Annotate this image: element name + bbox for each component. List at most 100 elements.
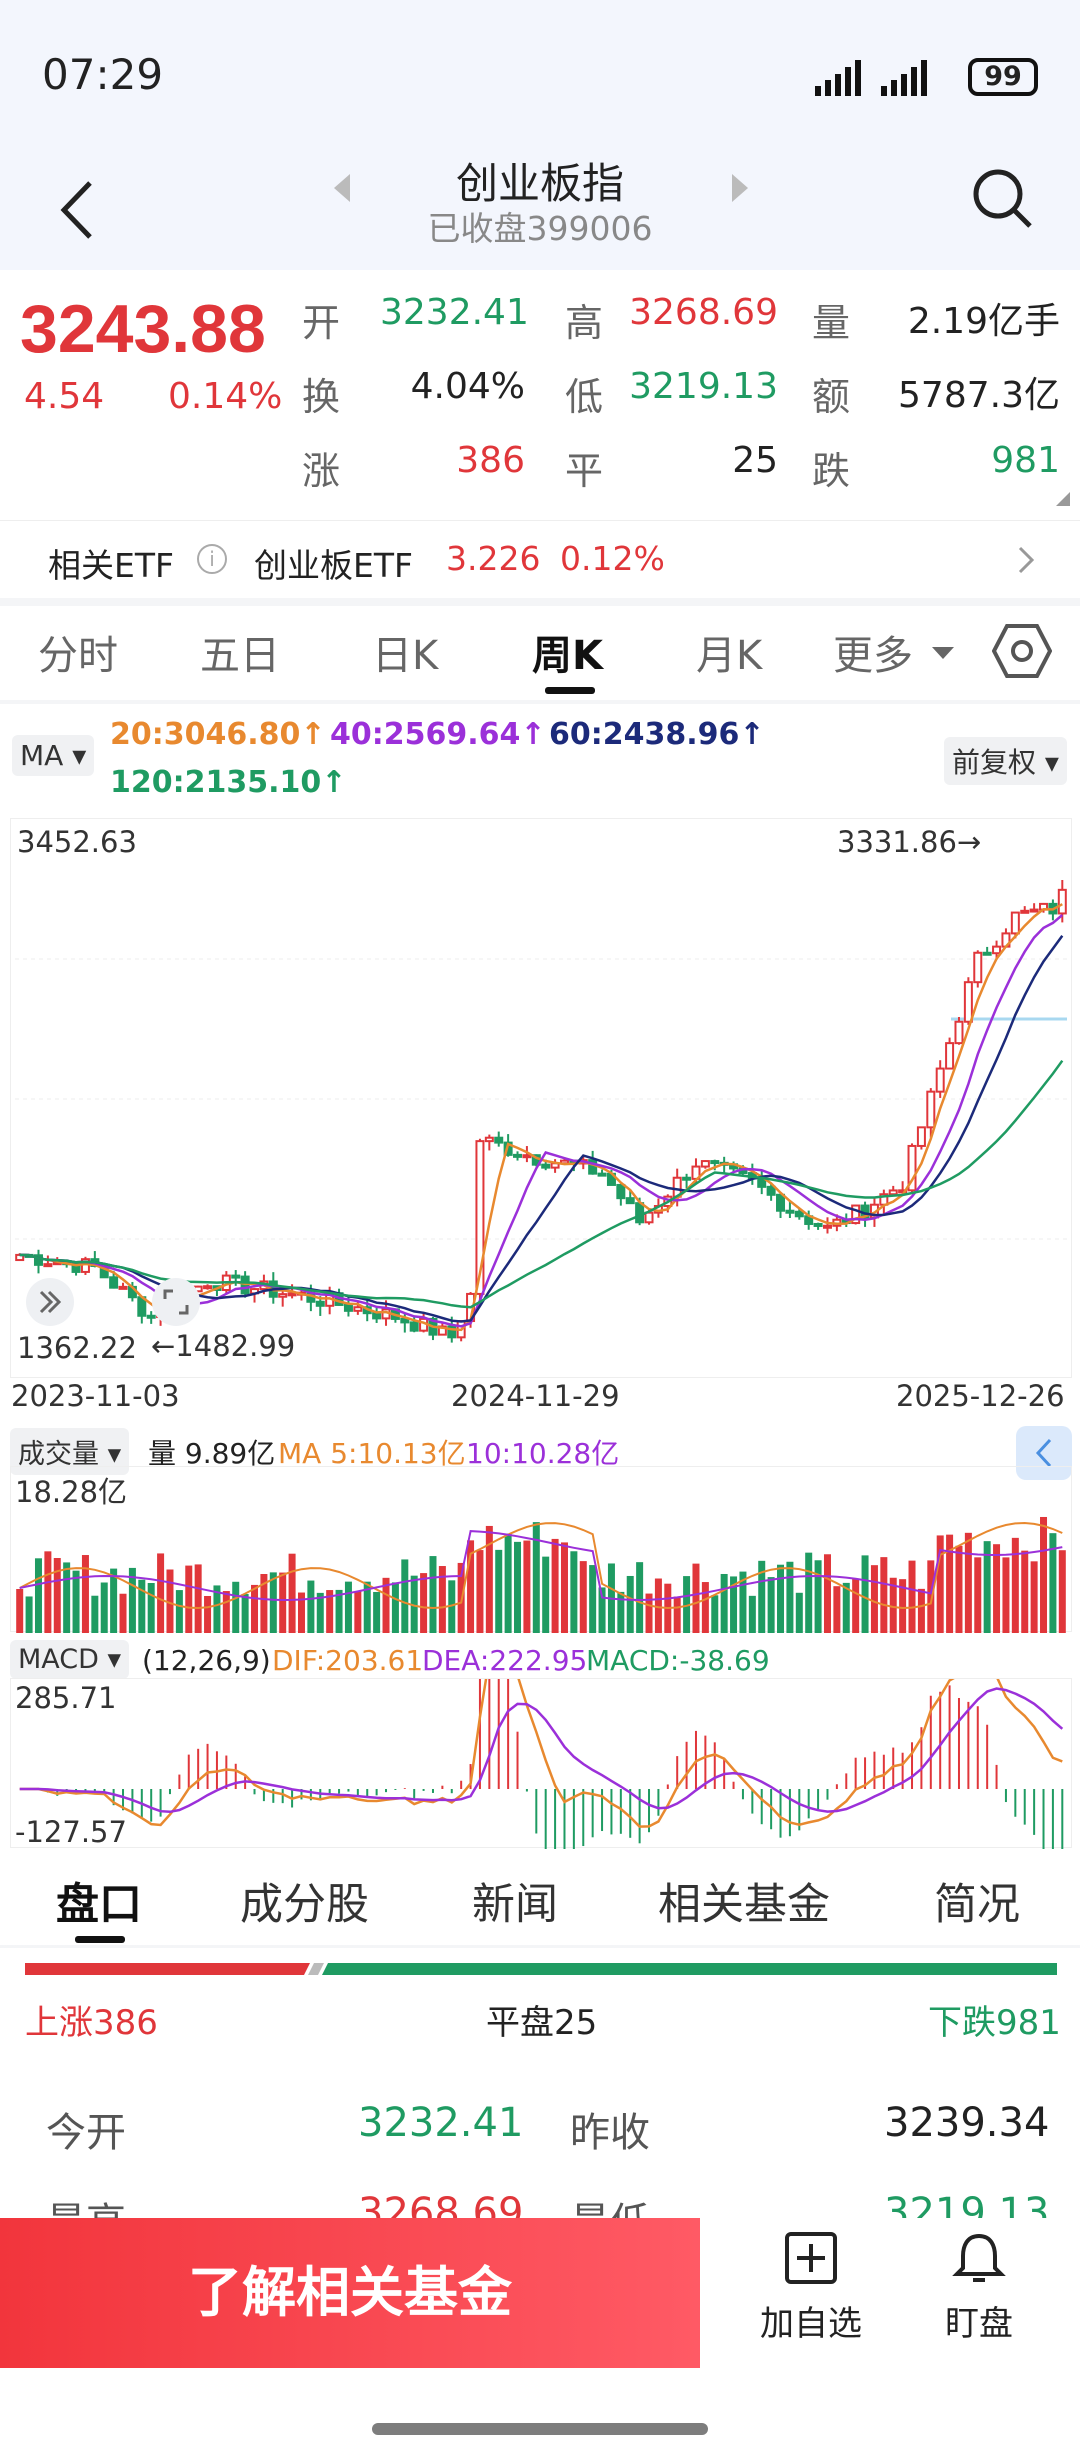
candle: [475, 1140, 485, 1295]
open-value: 3232.41: [380, 292, 529, 333]
candle: [541, 1163, 551, 1169]
macd-select-label: MACD: [18, 1644, 99, 1675]
volume-bar: [251, 1584, 259, 1633]
prev-arrow-icon[interactable]: [330, 172, 354, 204]
candle: [315, 1300, 325, 1307]
macd-dif: DIF:203.61: [272, 1644, 424, 1677]
expand-corner-icon[interactable]: [1056, 492, 1070, 506]
candle: [926, 1090, 936, 1129]
info-icon[interactable]: i: [196, 543, 228, 575]
quote-panel: 3243.88 4.54 0.14% 开 3232.41 高 3268.69 量…: [0, 270, 1080, 520]
volume-bar: [307, 1580, 315, 1633]
volume-bar: [701, 1582, 709, 1633]
tab-news[interactable]: 新闻: [472, 1880, 558, 1930]
volume-bar: [626, 1575, 634, 1633]
volume-bar: [889, 1577, 897, 1633]
period-tabs: 分时 五日 日K 周K 月K 更多: [0, 605, 1080, 700]
volume-bar: [147, 1583, 155, 1633]
volume-ma10-line: [19, 1530, 1063, 1602]
candle: [916, 1126, 926, 1147]
volume-bar: [222, 1591, 230, 1633]
candle: [231, 1274, 241, 1279]
volume-bar: [467, 1540, 475, 1633]
macd-dea-line: [19, 1687, 1064, 1814]
open-label: 今开: [46, 2110, 126, 2156]
candle: [776, 1193, 786, 1212]
volume-bar: [429, 1556, 437, 1633]
macd-plot: [19, 1679, 1064, 1849]
volume-bar: [551, 1538, 559, 1633]
volume-bar: [119, 1593, 127, 1633]
volume-bar: [185, 1565, 193, 1633]
add-watchlist-button[interactable]: 加自选: [746, 2230, 876, 2345]
candle: [343, 1303, 353, 1312]
clock: 07:29: [42, 50, 164, 99]
adjust-select[interactable]: 前复权 ▾: [944, 737, 1067, 785]
tab-more[interactable]: 更多: [833, 633, 913, 679]
y-min-label: 1362.22: [17, 1331, 137, 1365]
volume-bar: [645, 1593, 653, 1633]
etf-pct: 0.12%: [560, 539, 665, 578]
volume-bar: [917, 1588, 925, 1633]
tab-monthly-k[interactable]: 月K: [696, 633, 763, 679]
volume-bar: [805, 1552, 813, 1633]
candle: [963, 981, 973, 1023]
volume-select[interactable]: 成交量 ▾: [10, 1428, 130, 1475]
candle: [278, 1293, 288, 1298]
fullscreen-icon[interactable]: [151, 1277, 201, 1327]
expand-left-icon[interactable]: [25, 1277, 75, 1327]
volume-bar: [654, 1578, 662, 1633]
volume-bar: [448, 1580, 456, 1633]
ma-type-select[interactable]: MA ▾: [12, 735, 95, 776]
learn-funds-button[interactable]: 了解相关基金: [0, 2218, 700, 2368]
kline-chart[interactable]: 3452.63 1362.22 3331.86→ ←1482.99 2023-1…: [10, 818, 1072, 1413]
candle: [409, 1321, 419, 1332]
back-icon[interactable]: [50, 175, 110, 245]
volume-bar: [767, 1577, 775, 1633]
macd-select[interactable]: MACD ▾: [10, 1640, 130, 1679]
candle: [287, 1292, 297, 1297]
low-value: 3219.13: [629, 366, 778, 407]
candle: [813, 1222, 823, 1227]
volume-bar: [1058, 1550, 1066, 1633]
volume-chart[interactable]: 18.28亿: [10, 1466, 1072, 1633]
volume-ma5: MA 5:10.13亿: [278, 1437, 466, 1470]
volume-bar: [232, 1581, 240, 1633]
ma60-value: 60:2438.96↑: [549, 717, 765, 752]
tab-order-book[interactable]: 盘口: [56, 1880, 142, 1930]
ma-type-label: MA: [20, 739, 64, 772]
settings-icon[interactable]: [992, 623, 1052, 679]
next-arrow-icon[interactable]: [728, 172, 752, 204]
macd-hist: MACD:-38.69: [586, 1644, 770, 1677]
tab-profile[interactable]: 简况: [934, 1880, 1020, 1930]
tab-daily-k[interactable]: 日K: [372, 633, 439, 679]
related-etf-bar[interactable]: 相关ETF i 创业板ETF 3.226 0.12%: [0, 520, 1080, 598]
bottom-action-bar: 了解相关基金 加自选 盯盘: [0, 2218, 1080, 2449]
volume-bar: [100, 1582, 108, 1633]
tab-intraday[interactable]: 分时: [38, 633, 118, 679]
search-icon[interactable]: [968, 164, 1038, 234]
volume-bar: [927, 1560, 935, 1633]
watch-button[interactable]: 盯盘: [914, 2230, 1044, 2345]
tab-constituents[interactable]: 成分股: [240, 1880, 369, 1930]
bell-icon: [952, 2233, 1006, 2282]
turnover-value: 4.04%: [410, 366, 525, 407]
prev-close-label: 昨收: [570, 2110, 650, 2156]
flat-label: 平: [565, 449, 604, 493]
candle: [616, 1183, 626, 1200]
candle: [935, 1067, 945, 1093]
breadth-flat: 平盘25: [486, 2003, 598, 2043]
prev-close-value: 3239.34: [884, 2100, 1050, 2146]
ma120-line: [19, 1059, 1064, 1309]
tab-five-day[interactable]: 五日: [200, 633, 280, 679]
quote-detail-table: 今开 3232.41 昨收 3239.34 最高 3268.69 最低 3219…: [0, 2090, 1080, 2220]
tab-related-funds[interactable]: 相关基金: [658, 1880, 830, 1930]
candle: [1057, 888, 1067, 915]
volume-bar: [795, 1592, 803, 1633]
tab-weekly-k[interactable]: 周K: [532, 633, 603, 679]
macd-chart[interactable]: 285.71 -127.57: [10, 1678, 1072, 1849]
candle: [513, 1153, 523, 1158]
volume-bar: [53, 1557, 61, 1633]
volume-bar: [523, 1540, 531, 1633]
candle: [992, 945, 1002, 955]
